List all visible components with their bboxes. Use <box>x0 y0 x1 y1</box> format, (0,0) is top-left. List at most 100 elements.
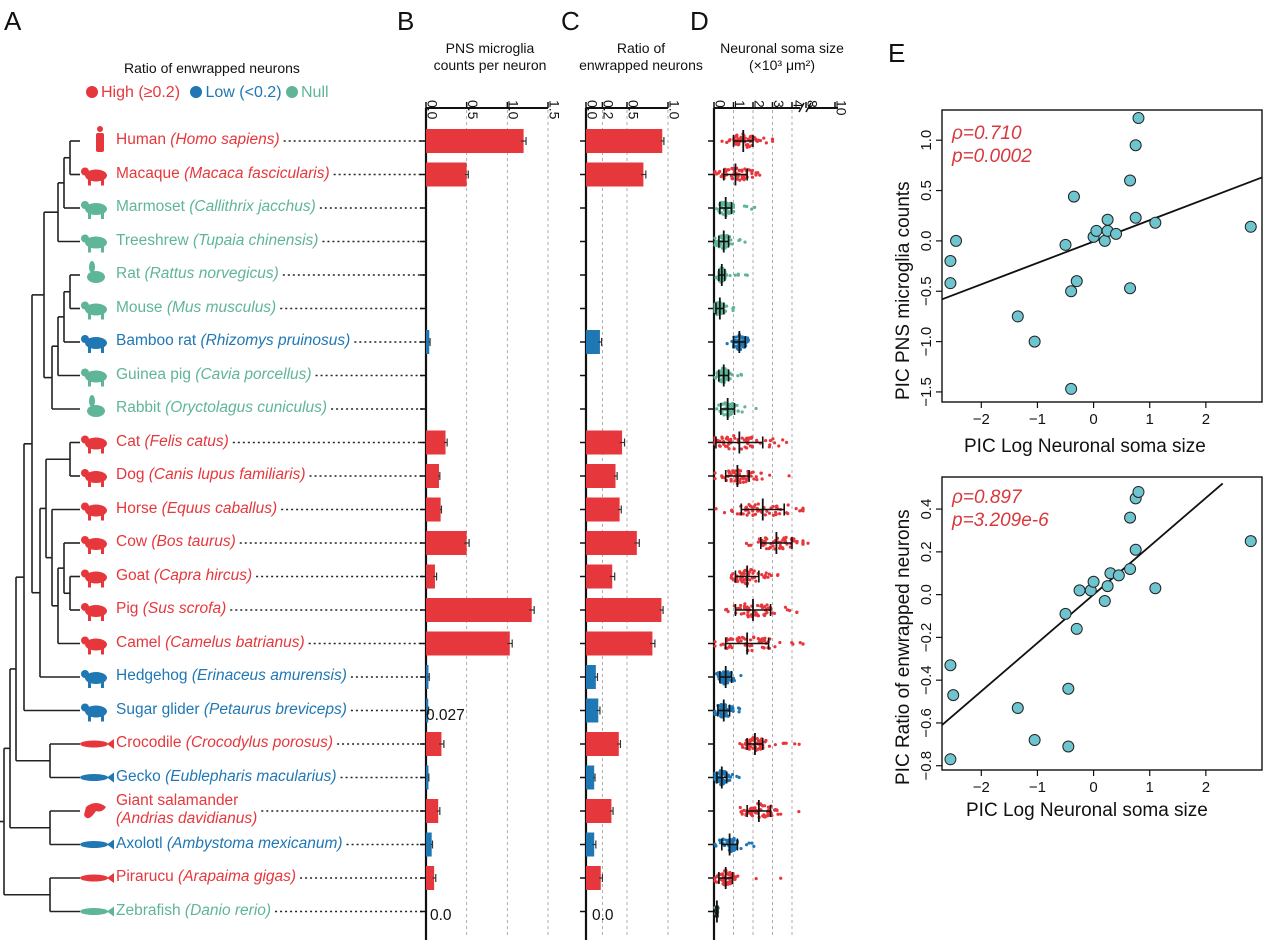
soma-point <box>741 480 746 484</box>
data-point <box>1132 485 1145 498</box>
animal-leg-shape <box>101 681 104 688</box>
data-point <box>1129 139 1142 152</box>
soma-point <box>781 741 785 745</box>
species-scientific-name: (Homo sapiens) <box>170 131 280 148</box>
soma-point <box>777 444 781 448</box>
bar-gecko <box>586 765 595 790</box>
soma-point <box>753 205 757 209</box>
species-common-name: Bamboo rat <box>116 332 201 349</box>
species-label-mouse: Mouse (Mus musculus) <box>116 299 276 317</box>
species-label-sugar-glider: Sugar glider (Petaurus breviceps) <box>116 701 347 719</box>
soma-point <box>735 637 739 642</box>
species-label-dog: Dog (Canis lupus familiaris) <box>116 466 306 484</box>
animal-body-shape <box>84 803 106 819</box>
soma-point <box>777 512 782 516</box>
soma-point <box>779 876 783 880</box>
soma-point <box>741 745 745 749</box>
animal-head-shape <box>81 201 89 209</box>
soma-point <box>765 603 769 607</box>
soma-point <box>774 512 778 516</box>
soma-point <box>783 605 788 609</box>
panel-c-header-line2: enwrapped neurons <box>579 57 703 73</box>
soma-point <box>771 611 775 615</box>
soma-point <box>762 136 766 140</box>
low-dot-icon <box>190 86 203 98</box>
animal-leg-shape <box>101 580 104 588</box>
soma-point <box>749 543 753 547</box>
soma-point <box>755 478 759 482</box>
bar-pig <box>586 598 662 622</box>
soma-point <box>744 843 749 847</box>
soma-point <box>713 236 717 240</box>
data-point <box>944 255 957 268</box>
soma-point <box>732 678 737 683</box>
soma-point <box>728 273 732 278</box>
bar-bamboo-rat <box>586 330 600 354</box>
soma-point <box>714 207 719 211</box>
soma-point <box>778 546 782 550</box>
data-point <box>1067 190 1080 203</box>
soma-point <box>739 603 743 608</box>
animal-body-shape <box>87 405 105 417</box>
axolotl-icon <box>80 839 114 850</box>
species-icons <box>80 126 114 917</box>
e-top-rho: ρ=0.710 <box>952 123 1022 144</box>
data-point <box>1065 285 1078 298</box>
y-tick-label: −0.6 <box>918 708 935 738</box>
soma-point <box>767 546 771 551</box>
data-point <box>1073 584 1086 597</box>
species-label-rat: Rat (Rattus norvegicus) <box>116 265 279 283</box>
soma-point <box>764 738 768 743</box>
data-point <box>1101 580 1114 593</box>
soma-point <box>781 438 785 442</box>
soma-point <box>776 812 780 816</box>
panel-letter-e: E <box>888 38 906 68</box>
soma-point <box>730 847 734 851</box>
data-point <box>1101 213 1114 226</box>
soma-point <box>776 573 780 578</box>
animal-leg-shape <box>101 480 104 487</box>
legend-low-label: Low (<0.2) <box>205 84 282 101</box>
species-scientific-name: (Oryctolagus cuniculus) <box>165 399 328 416</box>
panel-letter-d: D <box>690 6 709 36</box>
x-tick-label: −1 <box>1029 411 1046 428</box>
soma-point <box>753 512 758 516</box>
soma-point <box>767 511 772 515</box>
soma-point <box>744 541 749 545</box>
soma-point <box>750 814 755 818</box>
species-scientific-name: (Canis lupus familiaris) <box>148 466 306 483</box>
species-label-human: Human (Homo sapiens) <box>116 131 280 149</box>
data-point <box>1011 310 1024 323</box>
soma-point <box>748 444 752 448</box>
soma-point <box>725 444 729 448</box>
bar-hedgehog <box>586 665 596 689</box>
x-tick-label: 8 <box>804 100 820 108</box>
data-point <box>1070 275 1083 288</box>
data-point <box>1124 282 1137 295</box>
soma-point <box>782 537 787 541</box>
soma-point <box>738 178 742 182</box>
species-label-treeshrew: Treeshrew (Tupaia chinensis) <box>116 232 318 250</box>
data-point <box>1062 682 1075 695</box>
soma-point <box>750 841 754 845</box>
soma-point <box>748 744 753 749</box>
bar-hedgehog <box>426 665 429 689</box>
soma-point <box>763 513 767 517</box>
rabbit-icon <box>87 395 105 417</box>
soma-point <box>794 506 798 511</box>
soma-point <box>743 240 747 244</box>
soma-point <box>736 409 740 413</box>
salamander-icon <box>84 803 106 819</box>
y-tick-label: −0.2 <box>918 623 935 653</box>
human-head-shape <box>97 126 103 132</box>
camel-icon <box>81 636 107 655</box>
soma-point <box>756 614 760 618</box>
soma-point <box>731 709 735 713</box>
species-scientific-name: (Capra hircus) <box>153 566 253 584</box>
zebrafish-icon <box>80 906 114 917</box>
soma-point <box>738 707 742 711</box>
animal-ear-shape <box>89 261 95 273</box>
soma-point <box>747 811 751 815</box>
data-point <box>1028 734 1041 747</box>
animal-body-shape <box>80 740 108 748</box>
